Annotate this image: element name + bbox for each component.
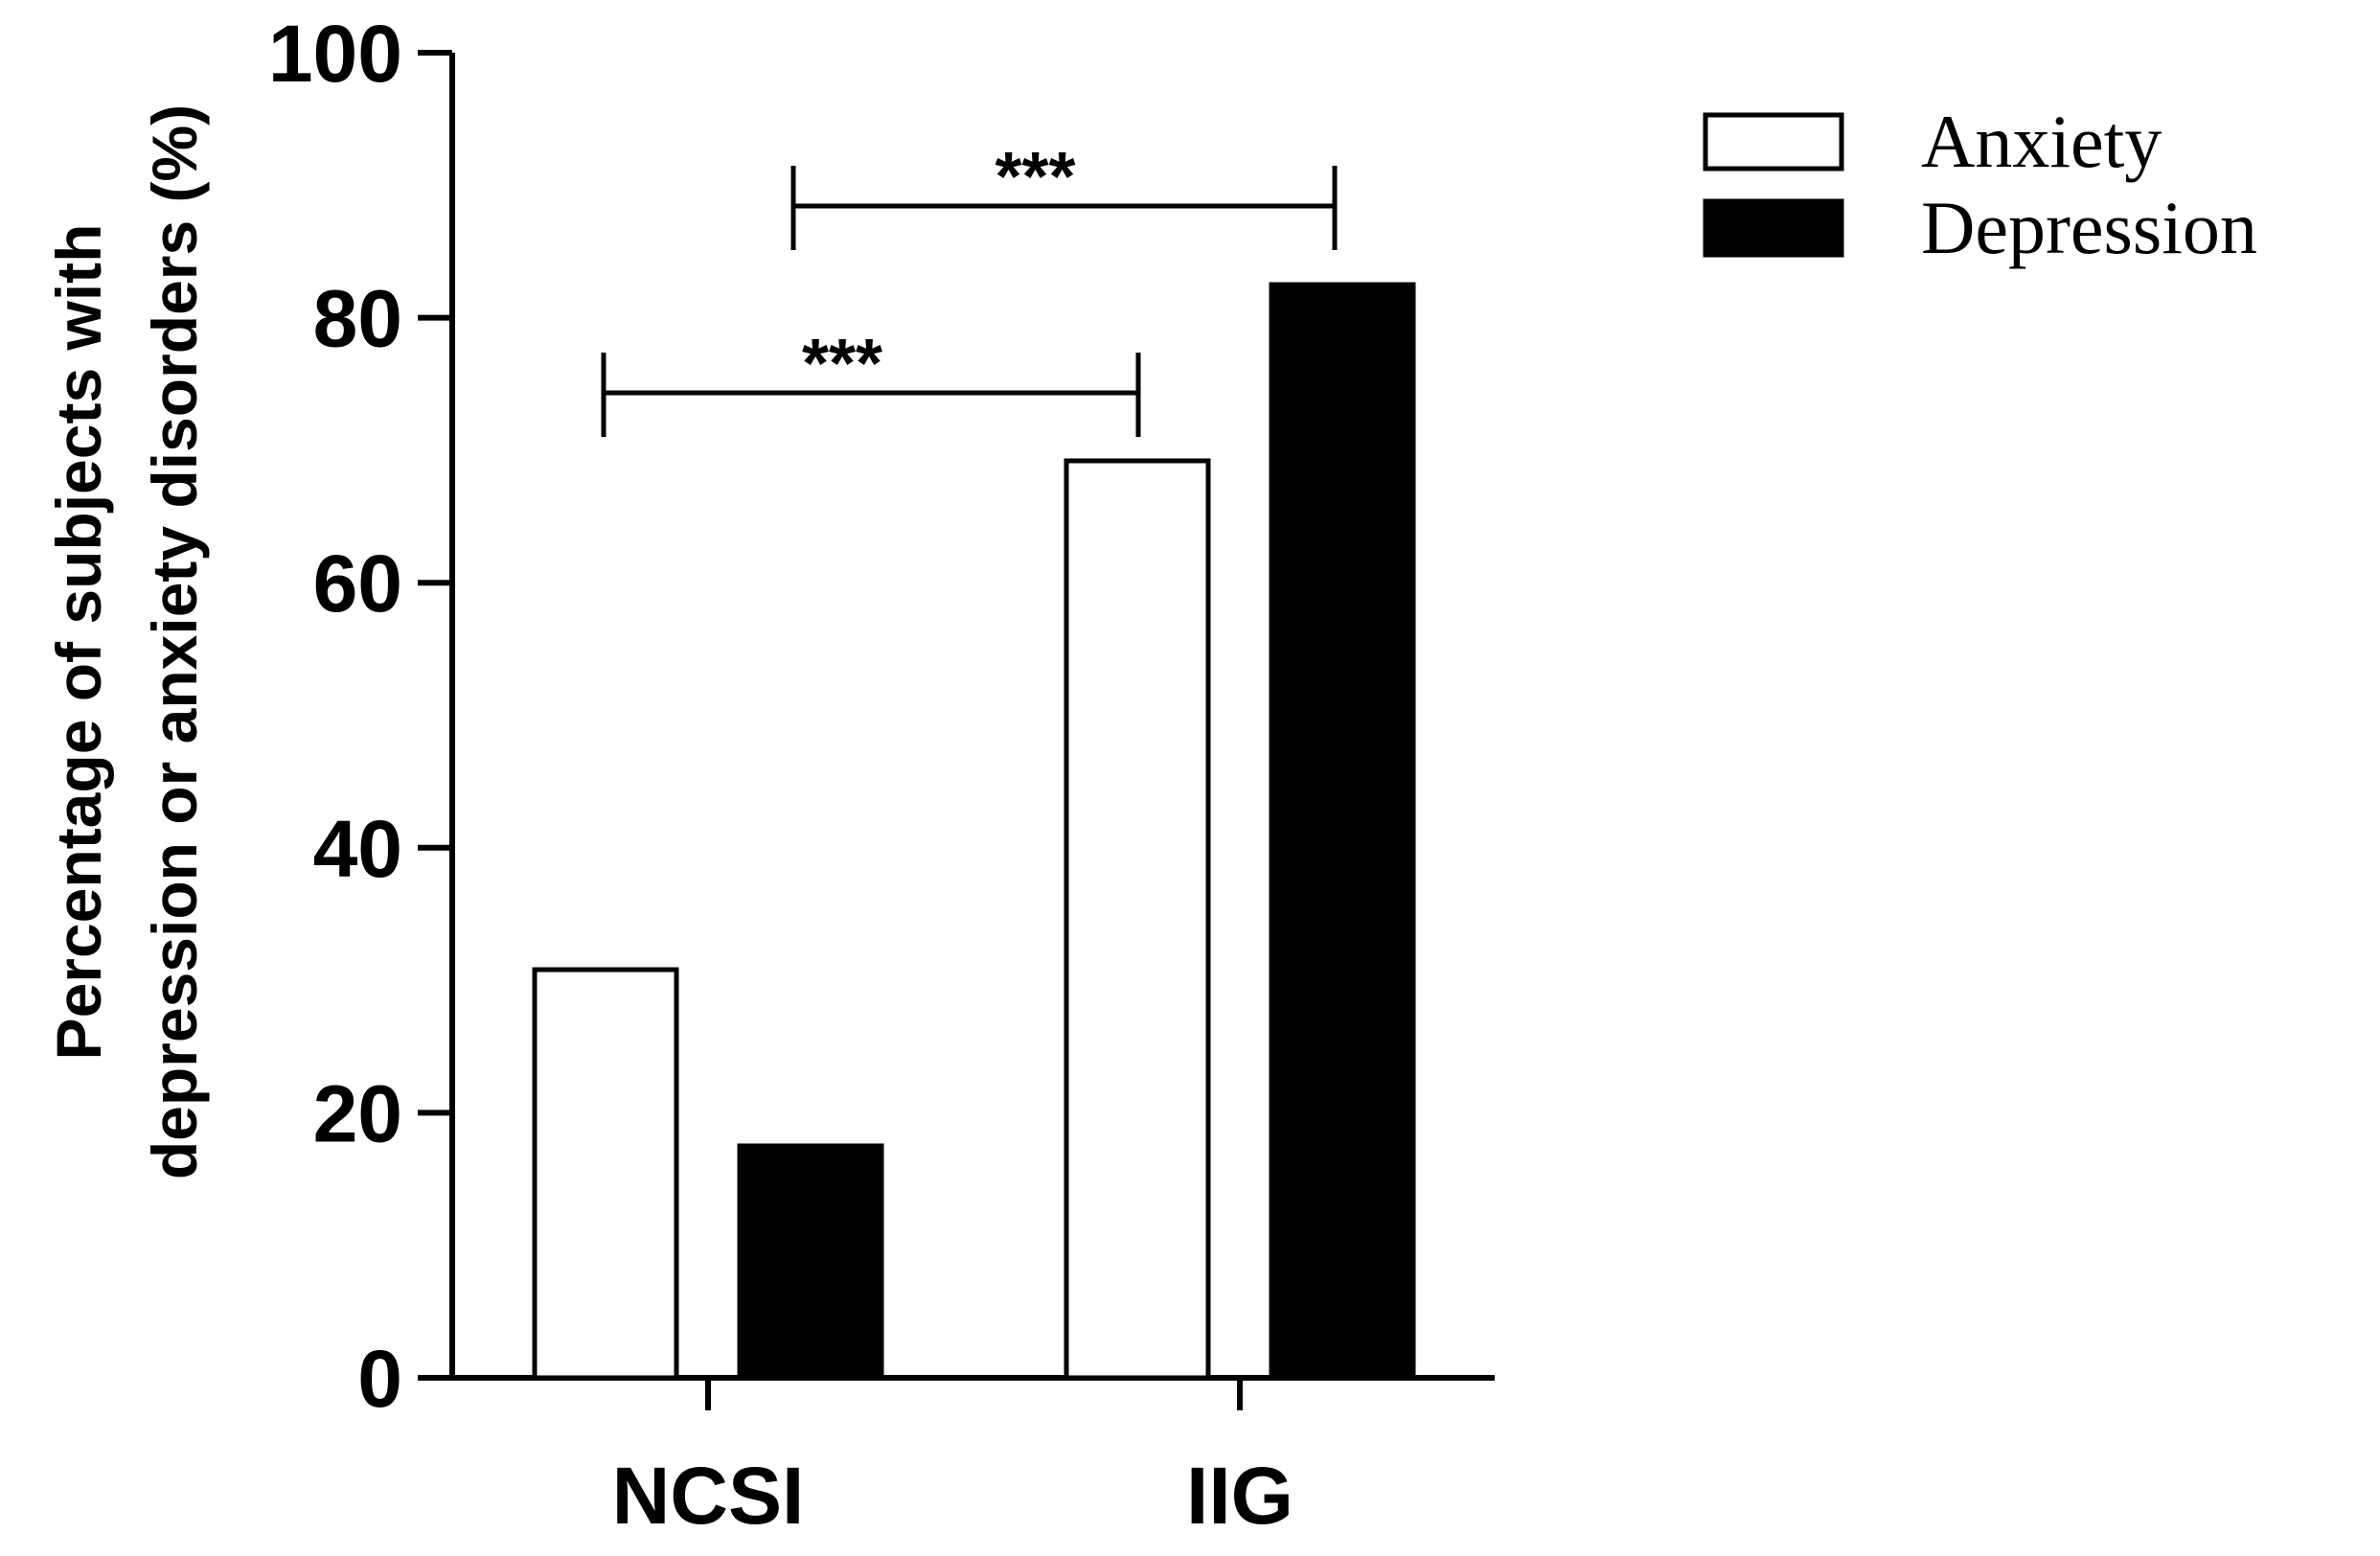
- bar-depression-ncsi: [737, 1143, 884, 1381]
- y-tick-label: 20: [313, 1068, 402, 1158]
- legend-item-anxiety: Anxiety: [1703, 100, 2162, 183]
- significance-brackets: *** ***: [601, 139, 1338, 437]
- bar-anxiety-iig: [1064, 458, 1211, 1381]
- bars-group: [532, 282, 1416, 1381]
- y-tick-label: 0: [357, 1334, 402, 1424]
- legend-swatch: [1703, 112, 1844, 172]
- x-category-label: IIG: [1186, 1451, 1293, 1541]
- y-axis-title-line1: Percentage of subjects with: [43, 224, 114, 1061]
- y-tick-label: 80: [313, 274, 402, 364]
- legend-swatch: [1703, 198, 1844, 258]
- legend-item-depression: Depression: [1703, 186, 2257, 269]
- y-tick-label: 40: [313, 804, 402, 894]
- y-axis-title: Percentage of subjects with depression o…: [43, 104, 210, 1179]
- bar-depression-iig: [1269, 282, 1416, 1381]
- significance-label: ***: [995, 139, 1075, 216]
- significance-bracket: ***: [601, 326, 1141, 437]
- y-tick-label: 60: [313, 538, 402, 629]
- bar-anxiety-ncsi: [532, 967, 679, 1381]
- significance-label: ***: [802, 326, 882, 402]
- x-category-label: NCSI: [612, 1451, 805, 1541]
- legend-label: Depression: [1921, 186, 2257, 269]
- legend-label: Anxiety: [1921, 100, 2162, 183]
- significance-bracket: ***: [790, 139, 1338, 250]
- y-axis-title-line2: depression or anxiety disorders (%): [139, 104, 210, 1179]
- y-tick-label: 100: [268, 9, 402, 99]
- x-axis-categories: NCSI IIG: [612, 1378, 1293, 1541]
- y-axis-ticks: 0 20 40 60 80 100: [268, 9, 452, 1424]
